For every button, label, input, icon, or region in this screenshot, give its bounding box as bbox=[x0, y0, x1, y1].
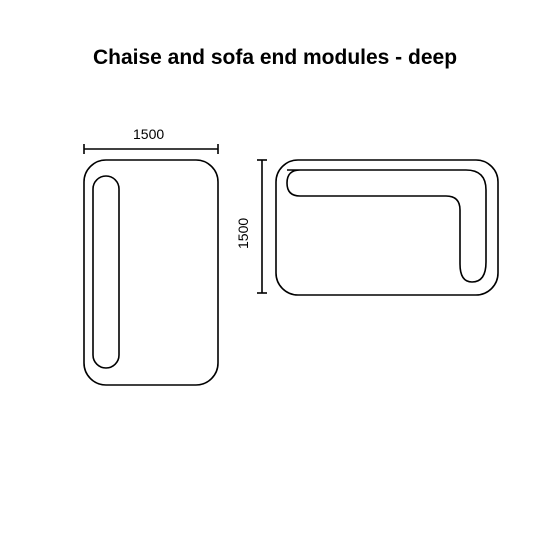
left-module-inner bbox=[93, 176, 119, 368]
right-module-inner bbox=[287, 170, 486, 282]
left-module-outer bbox=[84, 160, 218, 385]
right-module-outer bbox=[276, 160, 498, 295]
diagram-canvas bbox=[0, 0, 550, 550]
